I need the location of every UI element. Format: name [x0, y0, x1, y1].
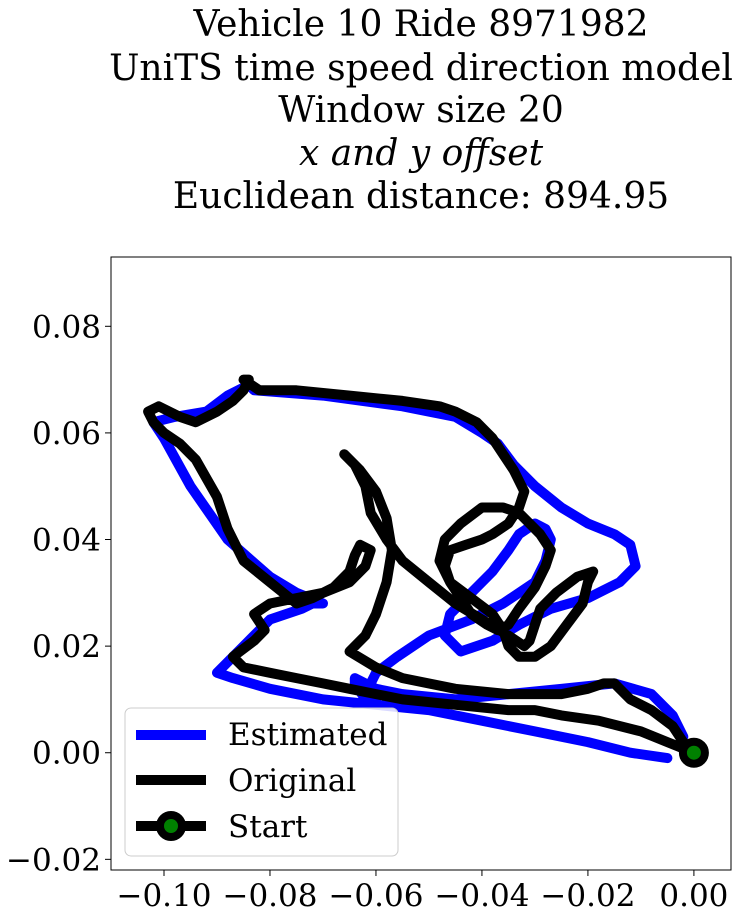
x-tick-label: −0.02 [540, 878, 635, 914]
x-tick-label: 0.00 [659, 878, 728, 914]
series-line-original [143, 374, 699, 758]
x-tick-label: −0.06 [328, 878, 423, 914]
start-marker [678, 737, 709, 768]
y-tick-label: 0.02 [32, 629, 101, 665]
chart-title: Vehicle 10 Ride 8971982 UniTS time speed… [109, 4, 733, 217]
x-tick-label: −0.10 [116, 878, 211, 914]
axes: −0.10 −0.08 −0.06 −0.04 −0.02 0.00 −0.02 0.00 0.… [6, 309, 728, 914]
x-tick-label: −0.08 [222, 878, 317, 914]
legend-label-original: Original [228, 763, 356, 799]
legend-marker-start [156, 811, 186, 841]
series-layer [143, 374, 709, 768]
legend-label-estimated: Estimated [228, 717, 387, 753]
y-tick-label: −0.02 [6, 842, 101, 878]
y-tick-label: 0.08 [32, 309, 101, 345]
y-tick-label: 0.00 [32, 736, 101, 772]
plot-frame [110, 256, 732, 871]
legend-frame [124, 707, 399, 857]
x-tick-label: −0.04 [434, 878, 529, 914]
title-line-4: x and y offset [299, 133, 544, 174]
legend: Estimated Original Start [124, 707, 399, 857]
legend-label-start: Start [228, 809, 308, 845]
title-line-3: Window size 20 [278, 90, 564, 131]
title-line-1: Vehicle 10 Ride 8971982 [192, 4, 648, 45]
y-tick-label: 0.04 [32, 523, 101, 559]
y-tick-label: 0.06 [32, 416, 101, 452]
title-line-2: UniTS time speed direction model [109, 48, 733, 89]
title-line-5: Euclidean distance: 894.95 [173, 176, 669, 217]
